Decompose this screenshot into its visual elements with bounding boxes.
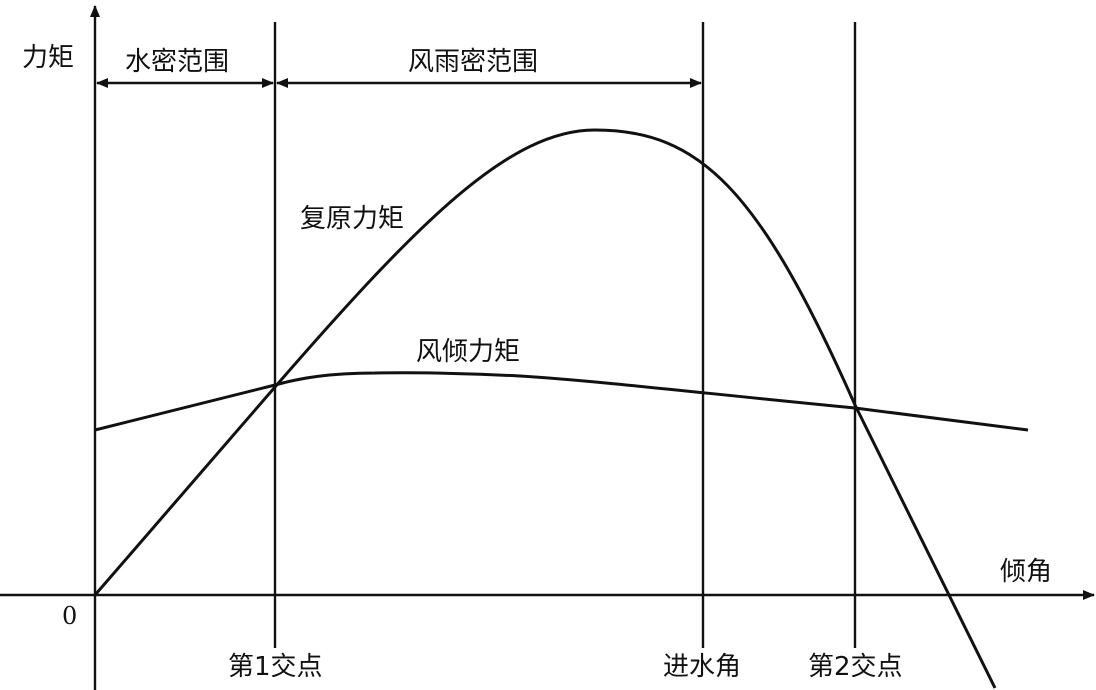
origin-label: 0	[62, 602, 77, 630]
flooding-angle-label: 进水角	[663, 652, 741, 682]
restoring-moment-curve	[93, 128, 997, 689]
wind-heeling-moment-curve	[94, 371, 1029, 432]
second-intersection-label: 第2交点	[808, 652, 903, 682]
weathertight-range-label: 风雨密范围	[408, 47, 538, 77]
x-axis-label: 倾角	[1000, 557, 1052, 587]
restoring-moment-label: 复原力矩	[300, 204, 404, 234]
wind-heeling-moment-label: 风倾力矩	[416, 337, 520, 367]
watertight-range-label: 水密范围	[125, 47, 229, 77]
y-axis-label: 力矩	[22, 43, 74, 73]
first-intersection-label: 第1交点	[228, 652, 323, 682]
